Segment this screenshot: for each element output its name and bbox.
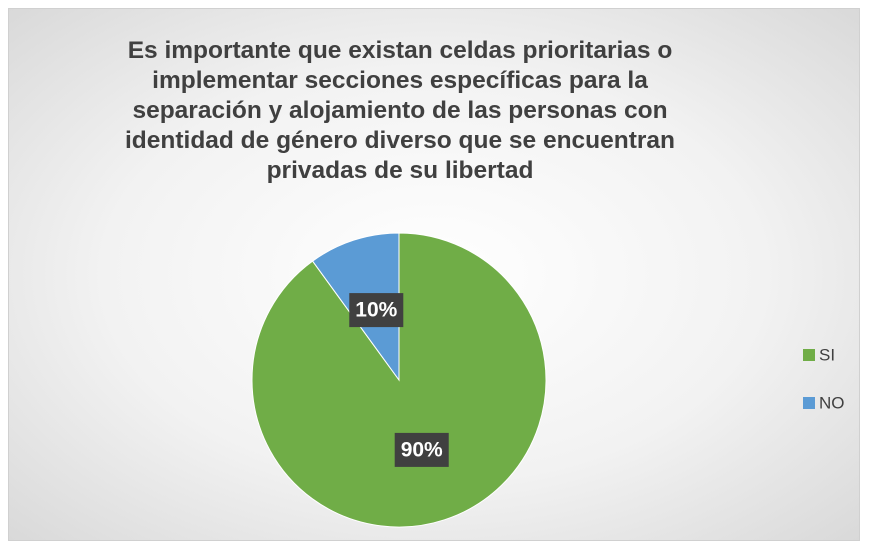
legend-label: NO — [819, 393, 845, 412]
legend-swatch — [803, 397, 815, 409]
legend-swatch — [803, 349, 815, 361]
data-label: 90% — [394, 432, 449, 467]
legend-label: SI — [819, 345, 835, 364]
data-label-text: 10% — [355, 299, 397, 322]
chart-title: Es importante que existan celdas priorit… — [124, 37, 676, 184]
data-label-box — [394, 432, 449, 467]
data-label-text: 90% — [401, 438, 443, 461]
data-label-box — [349, 293, 404, 328]
data-label: 10% — [349, 293, 404, 328]
